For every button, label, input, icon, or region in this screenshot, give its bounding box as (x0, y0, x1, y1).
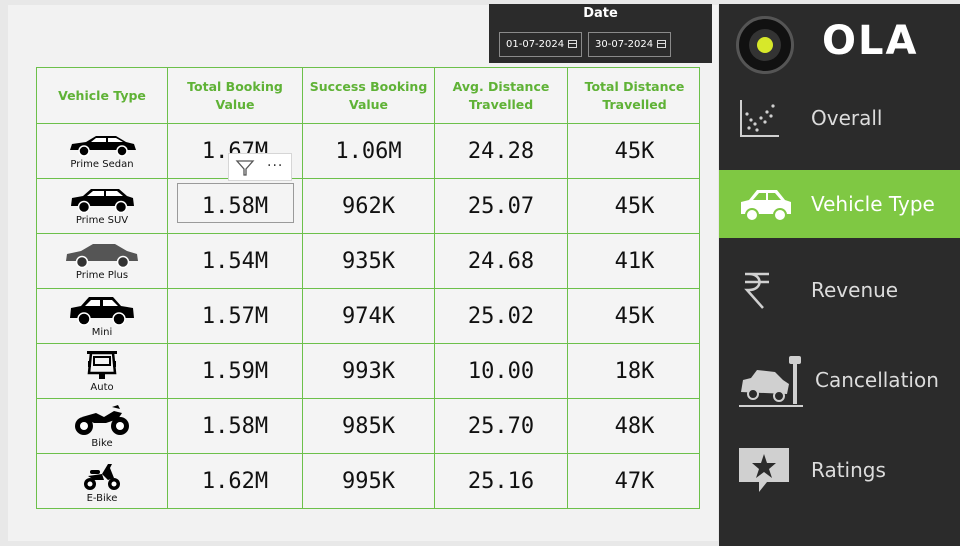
nav-item-cancellation[interactable]: Cancellation (719, 346, 960, 414)
vehicle-type-table[interactable]: Vehicle Type Total Booking Value Success… (36, 67, 700, 509)
vehicle-cell[interactable]: Auto (37, 344, 167, 398)
vehicle-label: Prime Sedan (70, 159, 134, 170)
ola-logo-icon (736, 16, 794, 74)
nav-label: Cancellation (815, 368, 939, 392)
more-options-icon[interactable]: ··· (267, 158, 284, 174)
nav-label: Ratings (811, 458, 886, 482)
auto-rickshaw-icon (87, 351, 117, 379)
visual-header-toolbar: ··· (228, 153, 292, 181)
success-booking-cell[interactable]: 985K (342, 413, 395, 439)
total-distance-cell[interactable]: 45K (614, 193, 655, 219)
rupee-icon (744, 272, 769, 309)
avg-distance-cell[interactable]: 24.68 (467, 248, 535, 274)
vehicle-cell[interactable]: Prime Sedan (37, 124, 167, 178)
row-divider (37, 453, 699, 454)
success-booking-cell[interactable]: 993K (342, 358, 395, 384)
row-divider (37, 343, 699, 344)
success-booking-cell[interactable]: 935K (342, 248, 395, 274)
success-booking-cell[interactable]: 1.06M (335, 138, 402, 164)
row-divider (37, 178, 699, 179)
date-slicer: Date 01-07-2024 30-07-2024 (489, 4, 712, 63)
nav-item-overall[interactable]: Overall (719, 84, 960, 152)
nav-label: Overall (811, 106, 883, 130)
vehicle-label: E-Bike (86, 492, 118, 504)
total-distance-cell[interactable]: 48K (614, 413, 655, 439)
header-total-distance[interactable]: Total Distance Travelled (584, 79, 685, 112)
car-crash-icon (739, 356, 803, 407)
avg-distance-cell[interactable]: 24.28 (467, 138, 535, 164)
success-booking-cell[interactable]: 974K (342, 303, 395, 329)
success-booking-cell[interactable]: 995K (342, 469, 395, 494)
calendar-icon[interactable] (568, 40, 577, 48)
total-distance-cell[interactable]: 47K (614, 469, 655, 494)
success-booking-cell[interactable]: 962K (342, 193, 395, 219)
hovered-cell-outline (177, 183, 294, 223)
prime-plus-icon (66, 244, 138, 269)
star-chat-icon (739, 448, 789, 492)
header-avg-distance[interactable]: Avg. Distance Travelled (452, 79, 550, 112)
motorbike-icon (75, 405, 129, 435)
nav-item-ratings[interactable]: Ratings (719, 436, 960, 504)
date-slicer-title: Date (583, 6, 618, 21)
row-divider (37, 233, 699, 234)
total-booking-cell[interactable]: 1.58M (201, 193, 269, 219)
scatter-chart-icon (740, 100, 779, 137)
car-icon (741, 190, 791, 222)
nav-item-revenue[interactable]: Revenue (719, 256, 960, 324)
total-distance-cell[interactable]: 45K (614, 303, 655, 329)
vehicle-label: Mini (91, 327, 113, 338)
avg-distance-cell[interactable]: 25.16 (467, 469, 535, 494)
row-divider (37, 288, 699, 289)
end-date-input[interactable]: 30-07-2024 (588, 32, 671, 57)
total-distance-cell[interactable]: 41K (614, 248, 655, 274)
total-booking-cell[interactable]: 1.62M (201, 469, 269, 494)
nav-label: Revenue (811, 278, 899, 302)
header-total-booking-value[interactable]: Total Booking Value (187, 79, 283, 112)
total-booking-cell[interactable]: 1.59M (201, 358, 269, 384)
total-distance-cell[interactable]: 18K (614, 358, 655, 384)
total-booking-cell[interactable]: 1.58M (201, 413, 269, 439)
vehicle-label: Auto (90, 382, 114, 393)
total-distance-cell[interactable]: 45K (614, 138, 655, 164)
navigation-sidebar: OLA Overall Vehicle Type (719, 4, 960, 546)
header-success-booking-value[interactable]: Success Booking Value (309, 79, 428, 112)
sedan-icon (70, 136, 136, 157)
vehicle-label: Prime Plus (75, 270, 129, 281)
filter-icon[interactable] (235, 159, 255, 177)
row-divider (37, 123, 699, 124)
vehicle-cell[interactable]: Mini (37, 289, 167, 343)
header-vehicle-type[interactable]: Vehicle Type (58, 88, 146, 103)
vehicle-cell[interactable]: Prime SUV (37, 179, 167, 233)
end-date-value: 30-07-2024 (595, 39, 654, 50)
mini-car-icon (70, 297, 134, 326)
nav-label: Vehicle Type (811, 192, 935, 216)
vehicle-label: Prime SUV (75, 215, 129, 226)
start-date-input[interactable]: 01-07-2024 (499, 32, 582, 57)
avg-distance-cell[interactable]: 25.02 (467, 303, 535, 329)
brand-logo-text: OLA (822, 18, 919, 64)
scooter-icon (84, 463, 120, 490)
row-divider (37, 398, 699, 399)
total-booking-cell[interactable]: 1.54M (201, 248, 269, 274)
avg-distance-cell[interactable]: 25.07 (467, 193, 535, 219)
avg-distance-cell[interactable]: 25.70 (467, 413, 535, 439)
vehicle-cell[interactable]: Prime Plus (37, 234, 167, 288)
vehicle-cell[interactable]: E-Bike (37, 454, 167, 509)
avg-distance-cell[interactable]: 10.00 (467, 358, 535, 384)
nav-item-vehicle-type[interactable]: Vehicle Type (719, 170, 960, 238)
calendar-icon[interactable] (657, 40, 666, 48)
total-booking-cell[interactable]: 1.57M (201, 303, 269, 329)
suv-icon (71, 189, 134, 214)
vehicle-label: Bike (91, 438, 113, 449)
start-date-value: 01-07-2024 (506, 39, 565, 50)
vehicle-cell[interactable]: Bike (37, 399, 167, 453)
